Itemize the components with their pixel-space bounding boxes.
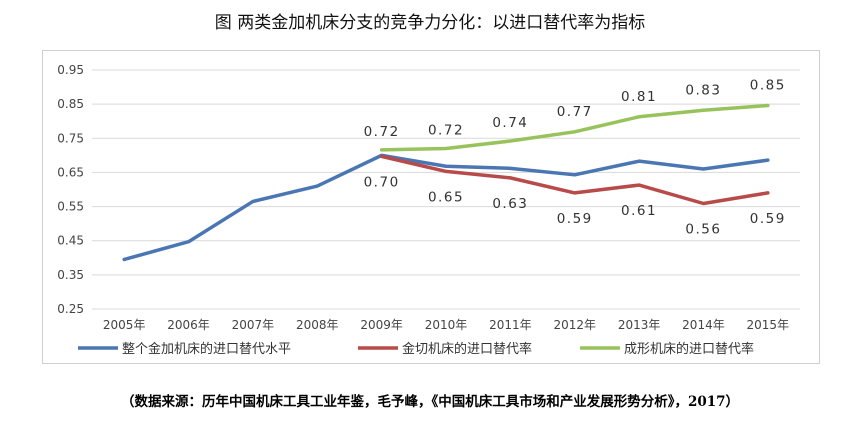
y-tick-label: 0.75 [57, 131, 84, 145]
data-label: 0.83 [685, 82, 721, 98]
data-label: 0.74 [492, 115, 528, 131]
data-source-note: （数据来源：历年中国机床工具工业年鉴，毛予峰，《中国机床工具市场和产业发展形势分… [120, 394, 740, 410]
series-line-3 [379, 103, 770, 152]
legend-label: 成形机床的进口替代率 [624, 341, 754, 357]
data-label: 0.85 [750, 78, 786, 94]
y-tick-label: 0.85 [57, 97, 84, 111]
y-tick-label: 0.55 [57, 200, 84, 214]
y-tick-label: 0.95 [57, 63, 84, 77]
x-tick-label: 2011年 [489, 318, 532, 332]
series-line-1 [122, 153, 770, 262]
data-label: 0.72 [428, 123, 464, 139]
data-label: 0.56 [685, 221, 721, 237]
data-label: 0.70 [364, 174, 400, 190]
x-tick-label: 2012年 [553, 318, 596, 332]
x-tick-label: 2010年 [425, 318, 468, 332]
x-tick-label: 2009年 [360, 318, 403, 332]
series-line-2 [379, 154, 770, 206]
data-label: 0.72 [364, 124, 400, 140]
data-label: 0.63 [492, 196, 528, 212]
x-tick-label: 2015年 [747, 318, 790, 332]
y-tick-label: 0.45 [57, 234, 84, 248]
x-tick-label: 2007年 [232, 318, 275, 332]
data-label: 0.65 [428, 189, 464, 205]
y-tick-label: 0.35 [57, 268, 84, 282]
data-label: 0.59 [557, 211, 593, 227]
legend-label: 整个金加机床的进口替代水平 [122, 341, 291, 357]
y-tick-label: 0.25 [57, 302, 84, 316]
x-tick-label: 2006年 [167, 318, 210, 332]
x-tick-label: 2005年 [103, 318, 146, 332]
data-label: 0.81 [621, 89, 657, 105]
data-label: 0.59 [750, 211, 786, 227]
chart-title: 图 两类金加机床分支的竞争力分化：以进口替代率为指标 [214, 13, 646, 33]
data-label: 0.61 [621, 203, 657, 219]
y-tick-label: 0.65 [57, 165, 84, 179]
data-label: 0.77 [557, 104, 593, 120]
x-tick-label: 2014年 [682, 318, 725, 332]
legend-label: 金切机床的进口替代率 [402, 341, 532, 357]
x-tick-label: 2013年 [618, 318, 661, 332]
x-tick-label: 2008年 [296, 318, 339, 332]
chart-frame [42, 50, 820, 364]
